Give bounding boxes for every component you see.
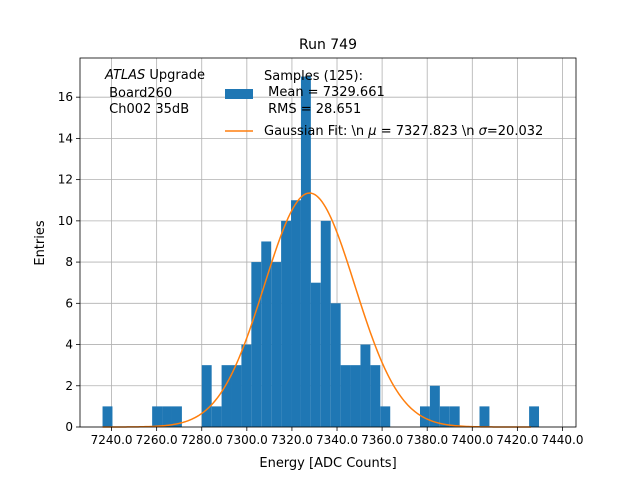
- board-label: Board260: [105, 86, 172, 101]
- x-tick-label: 7280.0: [181, 433, 223, 447]
- histogram-bar: [241, 344, 252, 427]
- plot-frame: [79, 57, 577, 428]
- y-tick-label: 4: [65, 338, 73, 352]
- histogram-bar: [162, 406, 172, 427]
- histogram-bar: [310, 282, 321, 427]
- legend: Samples (125): Mean = 7329.661 RMS = 28.…: [225, 69, 543, 139]
- x-tick-label: 7300.0: [226, 433, 268, 447]
- upgrade-label: Upgrade: [145, 68, 205, 83]
- x-tick-label: 7420.0: [496, 433, 538, 447]
- histogram-bar: [370, 365, 381, 427]
- histogram-bar: [231, 365, 242, 427]
- svg-text:ATLAS Upgrade: ATLAS Upgrade: [104, 68, 205, 83]
- histogram-bar: [320, 220, 331, 427]
- legend-hist-line1: Samples (125):: [264, 69, 363, 84]
- histogram-bar: [251, 262, 262, 427]
- histogram-bar: [340, 365, 351, 427]
- histogram-bar: [439, 406, 450, 427]
- histogram-bar: [201, 365, 212, 427]
- histogram-bars: [102, 76, 540, 427]
- x-axis-ticks: 7240.0 7260.0 7280.0 7300.0 7320.0 7340.0 7360…: [91, 427, 583, 447]
- y-tick-label: 10: [58, 214, 73, 228]
- y-axis-label: Entries: [33, 220, 48, 266]
- x-tick-label: 7320.0: [271, 433, 313, 447]
- y-tick-label: 16: [58, 90, 73, 104]
- y-tick-label: 8: [65, 255, 73, 269]
- histogram-bar: [281, 220, 292, 427]
- histogram-bar: [261, 241, 272, 427]
- y-tick-label: 2: [65, 379, 73, 393]
- histogram-bar: [291, 200, 301, 427]
- x-tick-label: 7340.0: [316, 433, 358, 447]
- atlas-label: ATLAS: [104, 68, 145, 83]
- histogram-bar: [429, 385, 440, 427]
- histogram-bar: [152, 406, 163, 427]
- y-axis-ticks: 0 2 4 6 8 10 12 14 16: [58, 90, 80, 434]
- histogram-bar: [449, 406, 460, 427]
- legend-hist-line3: RMS = 28.651: [264, 102, 361, 117]
- chart-title: Run 749: [299, 37, 357, 53]
- y-tick-label: 6: [65, 296, 73, 310]
- atlas-annotation: ATLAS Upgrade Board260 Ch002 35dB: [104, 68, 205, 117]
- histogram-bar: [350, 365, 361, 427]
- histogram-bar: [479, 406, 490, 427]
- x-axis-label: Energy [ADC Counts]: [259, 456, 396, 471]
- channel-label: Ch002 35dB: [105, 102, 189, 117]
- legend-fit-label: Gaussian Fit: \n μ = 7327.823 \n σ=20.03…: [264, 124, 543, 139]
- x-tick-label: 7260.0: [136, 433, 178, 447]
- y-tick-label: 12: [58, 173, 73, 187]
- histogram-bar: [330, 303, 341, 427]
- histogram-bar: [271, 262, 282, 427]
- histogram-bar: [102, 406, 113, 427]
- gaussian-fit-curve: [102, 192, 531, 428]
- histogram-bar: [380, 406, 391, 427]
- x-tick-label: 7360.0: [361, 433, 403, 447]
- histogram-bar: [360, 344, 371, 427]
- x-tick-label: 7400.0: [451, 433, 493, 447]
- x-tick-label: 7440.0: [541, 433, 583, 447]
- histogram-bar: [300, 76, 311, 427]
- histogram-bar: [171, 406, 182, 427]
- x-tick-label: 7240.0: [91, 433, 133, 447]
- histogram-bar: [529, 406, 540, 427]
- x-tick-label: 7380.0: [406, 433, 448, 447]
- histogram-bar: [419, 406, 430, 427]
- legend-hist-swatch: [225, 89, 253, 99]
- legend-hist-line2: Mean = 7329.661: [264, 85, 385, 100]
- y-tick-label: 0: [65, 420, 73, 434]
- histogram-bar: [211, 406, 222, 427]
- histogram-bar: [221, 365, 232, 427]
- y-tick-label: 14: [58, 131, 73, 145]
